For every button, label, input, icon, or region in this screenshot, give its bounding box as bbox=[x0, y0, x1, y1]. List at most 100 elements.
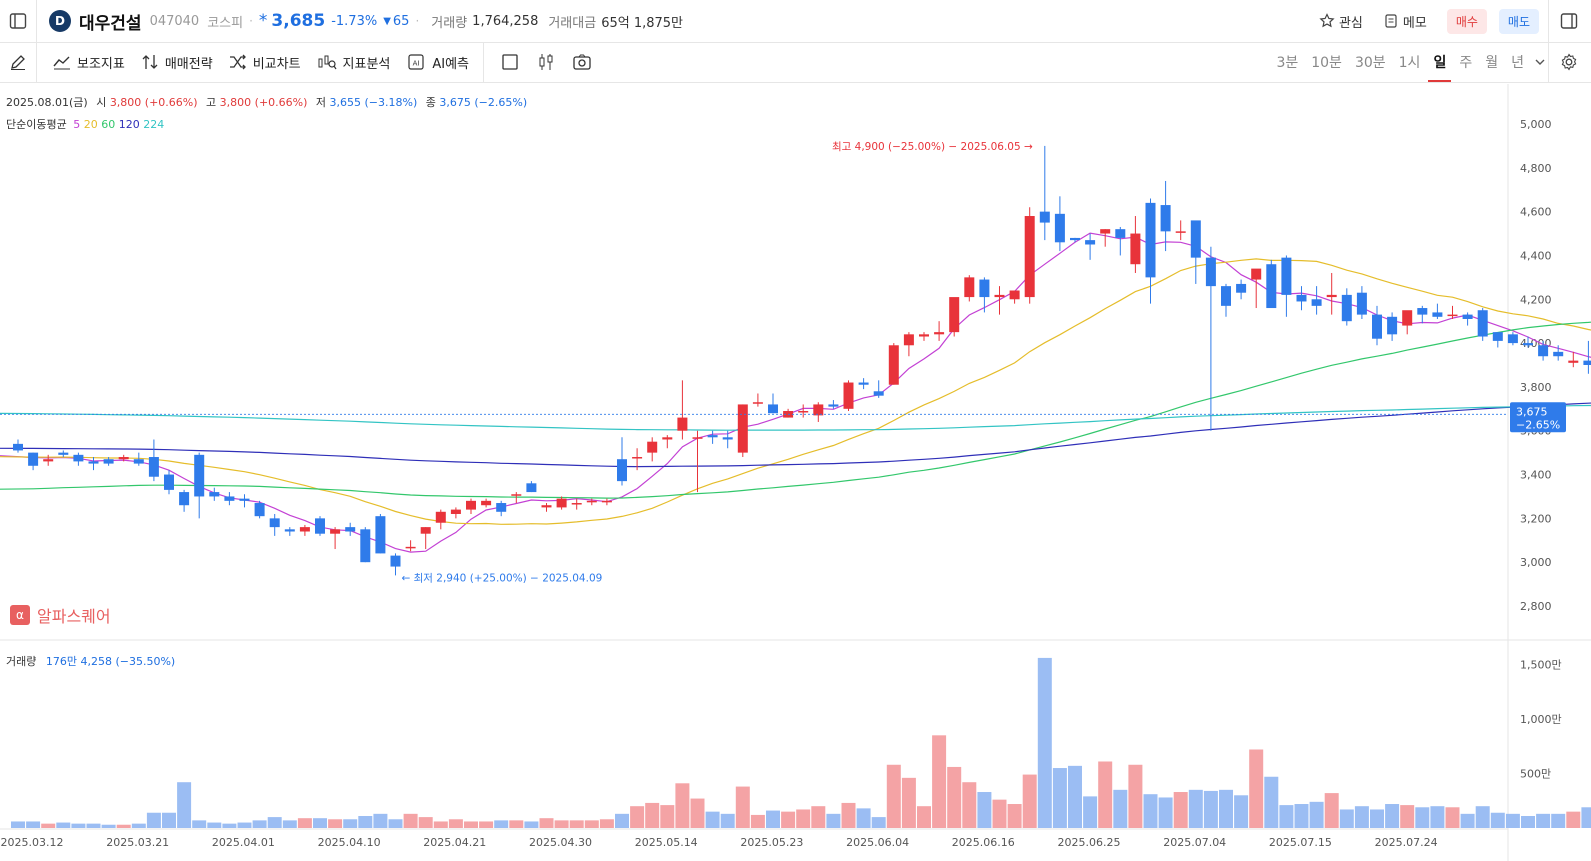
panel-toggle-icon[interactable] bbox=[1551, 3, 1587, 39]
volume-bar bbox=[1551, 813, 1566, 828]
ai-chip-icon: AI bbox=[408, 54, 424, 70]
period-selector: 3분 10분 30분 1시 일 주 월 년 bbox=[1263, 42, 1546, 82]
volume-bar bbox=[886, 764, 901, 828]
amount-label: 거래대금 bbox=[548, 15, 597, 31]
candle-body bbox=[571, 503, 582, 505]
candlestick-icon[interactable] bbox=[528, 44, 564, 80]
period-week[interactable]: 주 bbox=[1459, 55, 1473, 71]
candle-body bbox=[1492, 332, 1503, 341]
price-tick-label: 5,000 bbox=[1520, 118, 1552, 131]
watch-button[interactable]: 관심 bbox=[1319, 12, 1363, 31]
buy-button[interactable]: 매수 bbox=[1446, 8, 1487, 34]
low-value: 3,655 (−3.18%) bbox=[329, 96, 418, 109]
volume-bar bbox=[1339, 809, 1354, 828]
candle-body bbox=[1145, 202, 1156, 278]
draw-pen-icon[interactable] bbox=[0, 44, 36, 80]
volume-bar bbox=[1566, 811, 1581, 828]
price-tick-label: 4,200 bbox=[1520, 293, 1552, 306]
candle-body bbox=[737, 404, 748, 453]
price-tick-label: 3,200 bbox=[1520, 512, 1552, 525]
low-label: 저 bbox=[315, 96, 327, 109]
volume-bar bbox=[41, 823, 56, 828]
analysis-button[interactable]: 지표분석 bbox=[317, 53, 391, 72]
ma-legend[interactable]: 단순이동평균 5 20 60 120 224 bbox=[6, 116, 164, 132]
dot-separator: · bbox=[249, 14, 253, 28]
candle-body bbox=[1251, 268, 1262, 280]
settings-gear-icon[interactable] bbox=[1551, 44, 1587, 80]
price-tick-label: 4,400 bbox=[1520, 249, 1552, 262]
candle-body bbox=[481, 500, 492, 506]
period-day[interactable]: 일 bbox=[1428, 42, 1452, 82]
period-3min[interactable]: 3분 bbox=[1276, 55, 1299, 71]
volume-bar bbox=[1430, 806, 1445, 828]
period-month[interactable]: 월 bbox=[1485, 55, 1499, 71]
volume-label: 거래량 bbox=[431, 15, 468, 31]
camera-icon[interactable] bbox=[564, 44, 600, 80]
close-value: 3,675 (−2.65%) bbox=[439, 96, 528, 109]
analysis-label: 지표분석 bbox=[342, 56, 391, 72]
sell-button[interactable]: 매도 bbox=[1498, 8, 1539, 34]
volume-value: 1,764,258 bbox=[472, 13, 539, 29]
candle-body bbox=[239, 498, 250, 501]
volume-bar bbox=[917, 806, 931, 828]
candle-body bbox=[73, 454, 84, 462]
sidebar-toggle-icon[interactable] bbox=[0, 3, 36, 39]
volume-bar bbox=[645, 802, 660, 828]
candle-body bbox=[888, 345, 899, 385]
volume-bar bbox=[1037, 657, 1052, 828]
volume-bar bbox=[1188, 789, 1203, 828]
volume-bar bbox=[750, 814, 765, 828]
volume-bar bbox=[464, 821, 478, 828]
stock-name[interactable]: 대우건설 bbox=[79, 13, 142, 34]
period-1hour[interactable]: 1시 bbox=[1398, 55, 1421, 71]
volume-bar bbox=[615, 813, 629, 828]
candle-body bbox=[828, 404, 839, 407]
volume-bar bbox=[1309, 801, 1324, 828]
volume-bar bbox=[599, 819, 614, 828]
volume-bar bbox=[1234, 795, 1249, 828]
period-30min[interactable]: 30분 bbox=[1354, 55, 1386, 71]
volume-bar bbox=[192, 820, 207, 828]
candle-body bbox=[1507, 334, 1518, 344]
volume-bar bbox=[720, 813, 735, 828]
volume-bar bbox=[962, 782, 977, 828]
period-10min[interactable]: 10분 bbox=[1311, 55, 1342, 71]
candle-body bbox=[13, 443, 23, 451]
divider bbox=[483, 42, 485, 82]
indicator-line-icon bbox=[53, 56, 70, 70]
candle-body bbox=[1341, 294, 1352, 322]
candle-body bbox=[330, 529, 341, 534]
volume-bar bbox=[569, 820, 584, 828]
candle-body bbox=[1356, 292, 1367, 315]
date-tick-label: 2025.04.10 bbox=[318, 836, 381, 849]
volume-legend-label: 거래량 bbox=[6, 655, 37, 668]
market-name: 코스피 bbox=[207, 15, 244, 31]
chart-type-box-icon[interactable] bbox=[492, 44, 528, 80]
date-tick-label: 2025.06.16 bbox=[952, 836, 1015, 849]
volume-bar bbox=[26, 821, 41, 828]
ai-forecast-button[interactable]: AI AI예측 bbox=[406, 53, 469, 72]
candle-body bbox=[1462, 314, 1473, 319]
stock-code: 047040 bbox=[149, 13, 200, 29]
candle-body bbox=[601, 500, 612, 503]
divider bbox=[1548, 0, 1549, 42]
chevron-down-icon[interactable] bbox=[1534, 42, 1546, 82]
memo-button[interactable]: 메모 bbox=[1383, 12, 1427, 31]
volume-tick-label: 1,000만 bbox=[1520, 713, 1562, 726]
updown-arrow-icon bbox=[142, 55, 158, 69]
candle-body bbox=[1538, 345, 1549, 357]
strategy-button[interactable]: 매매전략 bbox=[141, 53, 213, 72]
candle-body bbox=[1009, 290, 1020, 300]
volume-bar bbox=[1370, 809, 1384, 828]
ma224-label: 224 bbox=[143, 118, 165, 131]
candle-body bbox=[269, 518, 280, 528]
period-year[interactable]: 년 bbox=[1511, 55, 1524, 71]
compare-button[interactable]: 비교차트 bbox=[229, 53, 301, 72]
candle-body bbox=[511, 494, 522, 496]
indicators-button[interactable]: 보조지표 bbox=[53, 53, 125, 72]
volume-bar bbox=[1203, 790, 1218, 828]
candle-body bbox=[873, 391, 884, 396]
volume-bar bbox=[992, 799, 1007, 828]
candlestick-chart[interactable]: 5,0004,8004,6004,4004,2004,0003,8003,600… bbox=[0, 84, 1591, 861]
candle-body bbox=[43, 459, 54, 462]
